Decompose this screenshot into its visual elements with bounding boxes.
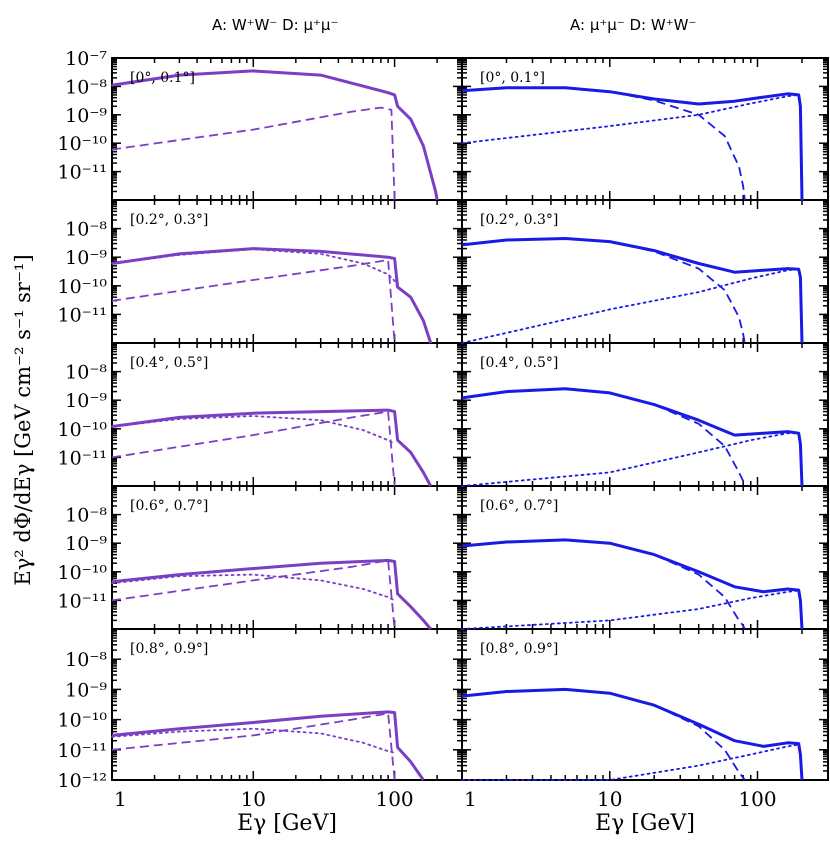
y-tick-label: 10⁻¹¹ [58,162,107,184]
series-decay [111,410,396,487]
series-total [461,387,804,487]
series-total [111,710,425,781]
series-annihilation [461,387,746,487]
series-annihilation [461,688,746,781]
y-tick-label: 10⁻¹⁰ [58,419,108,441]
series-annihilation [111,415,396,445]
series-annihilation [111,727,396,754]
series-decay [461,589,803,630]
x-axis-label-left: Eγ [GeV] [237,811,337,836]
region-label: [0.2°, 0.3°] [130,212,208,228]
region-label: [0.2°, 0.3°] [480,212,558,228]
y-tick-label: 10⁻¹¹ [58,590,107,612]
region-label: [0.8°, 0.9°] [130,641,208,657]
x-tick-label: 10 [597,787,622,811]
series-decay [111,106,396,201]
y-tick-label: 10⁻⁸ [65,505,107,527]
series-decay [461,94,803,201]
y-tick-label: 10⁻⁹ [65,679,107,701]
y-tick-label: 10⁻⁸ [65,649,107,671]
series-decay [461,743,803,781]
series-total [461,237,804,344]
y-tick-label: 10⁻⁸ [65,362,107,384]
region-label: [0.6°, 0.7°] [480,498,558,514]
y-tick-label: 10⁻⁸ [65,219,107,241]
x-tick-label: 1 [114,787,127,811]
y-tick-label: 10⁻¹⁰ [58,562,108,584]
y-tick-label: 10⁻¹⁰ [58,276,108,298]
y-axis-label: Eγ² dΦ/dEγ [GeV cm⁻² s⁻¹ sr⁻¹] [11,254,35,585]
series-total [111,558,432,630]
y-tick-label: 10⁻¹⁰ [58,710,108,732]
series-annihilation [461,86,746,201]
x-axis-label-right: Eγ [GeV] [595,811,695,836]
y-tick-label: 10⁻⁹ [65,247,107,269]
series-decay [111,712,396,781]
y-tick-label: 10⁻⁷ [65,48,107,70]
series-annihilation [461,539,746,630]
x-tick-label: 100 [375,787,413,811]
region-label: [0.4°, 0.5°] [480,355,558,371]
header-right: A: μ⁺μ⁻ D: W⁺W⁻ [570,16,697,34]
series-decay [461,268,803,344]
y-tick-label: 10⁻¹¹ [58,447,107,469]
y-tick-label: 10⁻⁸ [65,76,107,98]
region-label: [0°, 0.1°] [480,70,545,86]
x-tick-label: 1 [464,787,477,811]
region-label: [0.8°, 0.9°] [480,641,558,657]
series-total [461,86,804,201]
series-annihilation [111,248,399,288]
y-tick-label: 10⁻¹¹ [58,304,107,326]
series-total [111,247,433,344]
y-tick-label: 10⁻¹² [58,770,107,792]
y-tick-label: 10⁻⁹ [65,533,107,555]
series-decay [111,259,396,344]
series-annihilation [461,237,746,344]
series-total [461,538,804,630]
y-tick-label: 10⁻⁹ [65,390,107,412]
x-tick-label: 10 [241,787,266,811]
series-total [461,687,804,781]
series-decay [461,432,803,487]
series-total [111,408,433,487]
y-tick-label: 10⁻¹⁰ [58,133,108,155]
header-left: A: W⁺W⁻ D: μ⁺μ⁻ [212,16,339,34]
region-label: [0.6°, 0.7°] [130,498,208,514]
series-total [111,69,439,201]
series-decay [111,559,396,630]
series-annihilation [111,70,438,201]
y-tick-label: 10⁻⁹ [65,105,107,127]
y-tick-label: 10⁻¹¹ [58,740,107,762]
x-tick-label: 100 [738,787,776,811]
region-label: [0.4°, 0.5°] [130,355,208,371]
region-label: [0°, 0.1°] [130,70,195,86]
series-annihilation [111,573,396,602]
